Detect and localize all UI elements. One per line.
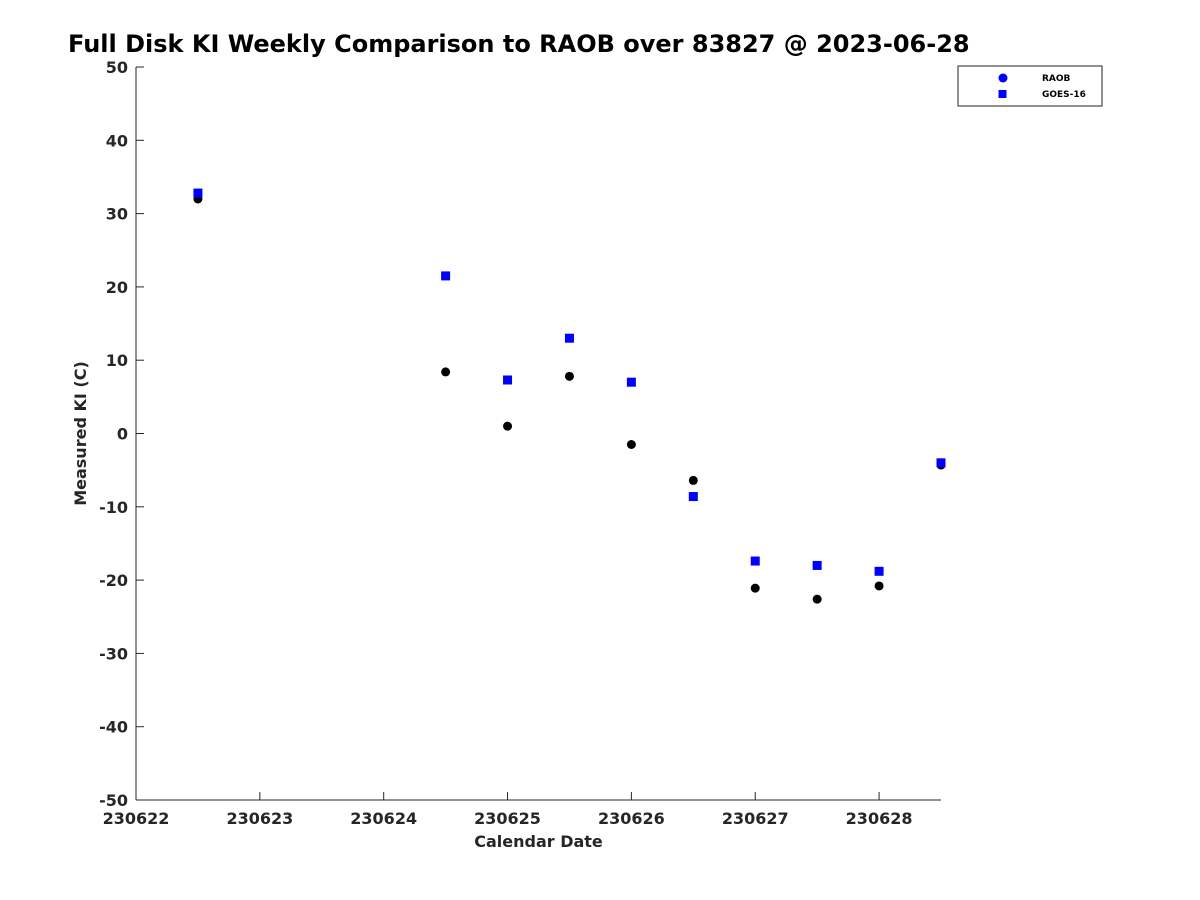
goes16-point (193, 188, 203, 198)
y-tick-label: -40 (99, 718, 128, 737)
x-tick-label: 230628 (846, 809, 913, 828)
raob-point (626, 439, 636, 449)
legend-label: RAOB (1042, 74, 1071, 84)
chart-title: Full Disk KI Weekly Comparison to RAOB o… (68, 30, 970, 58)
y-tick-label: -50 (99, 791, 128, 810)
legend-marker-raob (998, 73, 1008, 83)
y-tick-label: 20 (106, 278, 128, 297)
data-points (193, 188, 946, 604)
goes16-point (564, 333, 574, 343)
y-tick-label: 50 (106, 58, 128, 77)
x-axis-label: Calendar Date (474, 832, 603, 851)
legend-marker-goes16 (998, 90, 1007, 98)
goes16-point (874, 566, 884, 576)
x-tick-label: 230625 (474, 809, 541, 828)
y-tick-label: 40 (106, 131, 128, 150)
y-tick-label: 0 (117, 425, 128, 444)
goes16-point (688, 492, 698, 502)
raob-point (812, 594, 822, 604)
raob-point (874, 581, 884, 591)
y-tick-label: -10 (99, 498, 128, 517)
series-raob (193, 194, 946, 604)
raob-point (503, 421, 513, 431)
x-tick-label: 230624 (350, 809, 417, 828)
legend-label: GOES-16 (1042, 90, 1086, 100)
y-tick-label: 10 (106, 351, 128, 370)
raob-point (688, 475, 698, 485)
series-goes-16 (193, 188, 946, 576)
legend: RAOB GOES-16 (957, 65, 1103, 107)
x-tick-label: 230623 (226, 809, 293, 828)
goes16-point (750, 556, 760, 566)
raob-point (750, 583, 760, 593)
x-tick-label: 230622 (103, 809, 170, 828)
goes16-point (441, 271, 451, 281)
raob-point (564, 371, 574, 381)
y-tick-label: -20 (99, 571, 128, 590)
x-tick-label: 230627 (722, 809, 789, 828)
axes (135, 67, 941, 801)
y-tick-label: 30 (106, 205, 128, 224)
goes16-point (812, 560, 822, 570)
y-axis-label: Measured KI (C) (71, 361, 90, 506)
y-axis-ticks: -50 -40 -30 -20 -10 0 10 20 30 40 50 (99, 58, 144, 810)
y-tick-label: -30 (99, 644, 128, 663)
x-axis-ticks: 230622 230623 230624 230625 230626 230627 2306… (103, 792, 913, 828)
raob-point (441, 367, 451, 377)
legend-box (957, 65, 1103, 107)
x-tick-label: 230626 (598, 809, 665, 828)
goes16-point (503, 375, 513, 385)
goes16-point (936, 458, 946, 468)
goes16-point (626, 377, 636, 387)
